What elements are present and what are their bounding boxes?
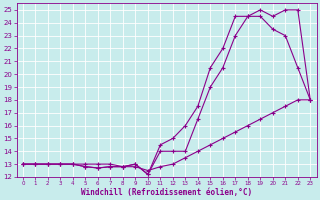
X-axis label: Windchill (Refroidissement éolien,°C): Windchill (Refroidissement éolien,°C) (81, 188, 252, 197)
